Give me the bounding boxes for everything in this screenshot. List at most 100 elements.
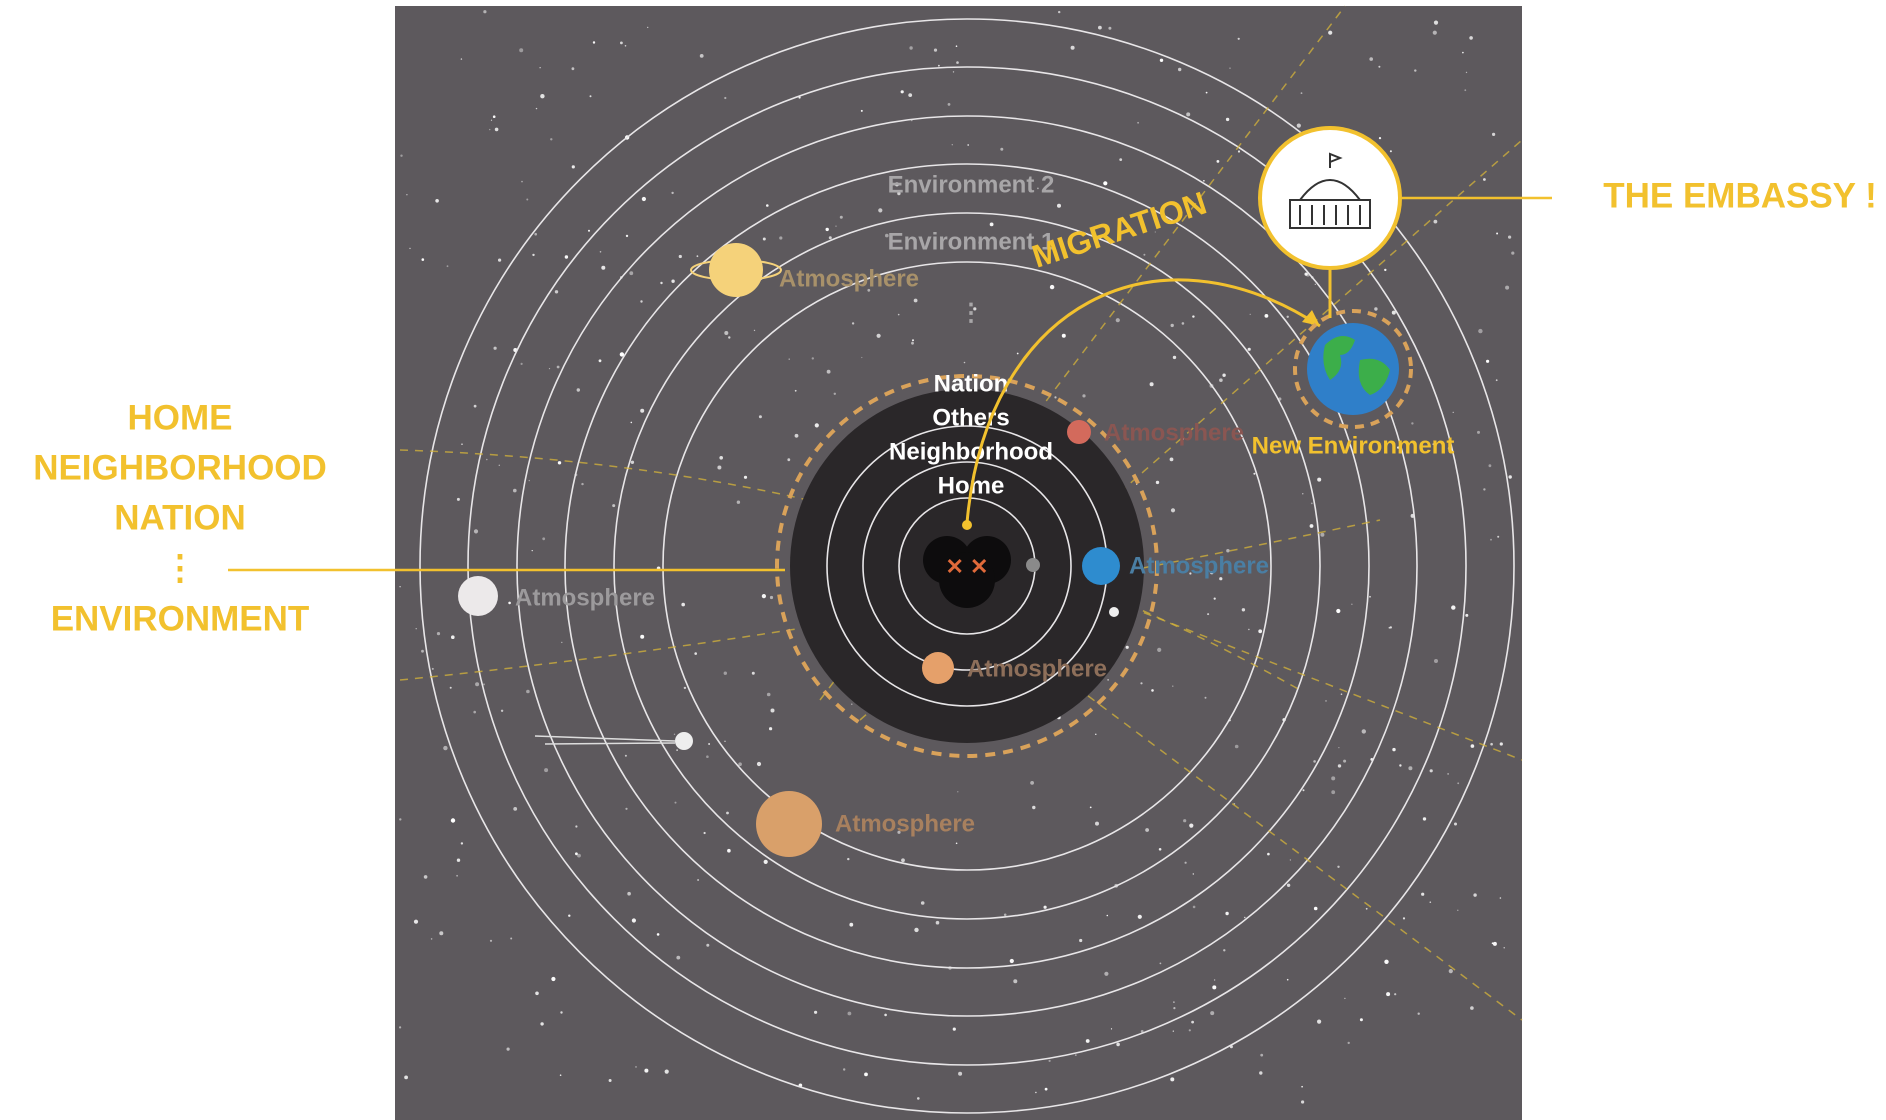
star: [1310, 502, 1313, 505]
star: [909, 46, 913, 50]
comet-tail: [534, 735, 676, 742]
star: [631, 918, 637, 923]
star: [430, 938, 433, 940]
star: [526, 198, 529, 201]
star: [897, 830, 901, 834]
star: [1044, 1087, 1048, 1091]
star: [1286, 883, 1291, 887]
star: [489, 939, 493, 942]
star: [1331, 790, 1336, 795]
star: [473, 710, 477, 714]
trajectory: [1039, 659, 1523, 1021]
star: [1237, 37, 1240, 40]
star: [1452, 411, 1454, 413]
star: [551, 976, 556, 982]
star: [696, 255, 699, 258]
star: [640, 634, 645, 639]
star: [1213, 597, 1216, 600]
star: [1264, 314, 1269, 318]
star: [490, 119, 493, 121]
star: [1216, 160, 1220, 163]
star: [1347, 1041, 1350, 1045]
star: [762, 237, 766, 241]
star: [1181, 322, 1185, 325]
star: [1159, 58, 1164, 62]
star: [1170, 323, 1174, 328]
star: [1499, 742, 1503, 746]
star: [449, 686, 452, 689]
orbit: [467, 66, 1467, 1066]
star: [577, 853, 581, 858]
atmosphere-label: Atmosphere: [779, 265, 919, 292]
star: [839, 215, 843, 219]
star: [826, 369, 831, 374]
star: [656, 933, 660, 936]
star: [1212, 985, 1217, 990]
star: [540, 1022, 544, 1026]
star: [1314, 283, 1316, 285]
star: [1422, 817, 1427, 821]
moon: [1026, 558, 1040, 572]
star: [1432, 443, 1435, 446]
star: [703, 831, 706, 835]
star: [671, 191, 674, 195]
environment-label: ⋮: [959, 299, 983, 326]
star: [724, 740, 726, 742]
star: [1344, 997, 1346, 1000]
star: [439, 931, 444, 936]
person: [939, 552, 995, 608]
dome: [1297, 179, 1363, 201]
star: [542, 537, 546, 541]
star: [1470, 1006, 1474, 1010]
star: [978, 240, 982, 245]
star: [1249, 313, 1251, 315]
star: [498, 258, 502, 262]
star: [1492, 132, 1496, 136]
star: [671, 279, 675, 283]
star: [1054, 396, 1057, 399]
star: [851, 703, 853, 705]
star: [1210, 571, 1214, 575]
star: [1253, 472, 1256, 475]
star: [1035, 1091, 1037, 1094]
star: [1089, 806, 1092, 809]
star: [723, 671, 727, 675]
star: [451, 635, 455, 639]
star: [763, 859, 768, 865]
star: [952, 71, 955, 73]
inner-label: Nation: [934, 370, 1009, 397]
star: [1465, 71, 1468, 74]
star: [683, 686, 687, 690]
star: [766, 204, 769, 207]
star: [1429, 901, 1432, 903]
star: [1402, 917, 1406, 920]
star: [1229, 67, 1231, 69]
star: [1172, 1030, 1174, 1032]
star: [847, 857, 850, 861]
star: [825, 227, 829, 232]
star: [559, 1074, 562, 1076]
star: [1225, 911, 1229, 916]
star: [1259, 1071, 1263, 1075]
star: [1388, 626, 1391, 629]
star: [1173, 1007, 1176, 1010]
star: [399, 1026, 402, 1029]
star: [564, 255, 569, 259]
star: [1286, 315, 1289, 318]
star: [1391, 310, 1396, 315]
star: [1192, 905, 1196, 909]
star: [540, 94, 545, 99]
star: [1495, 379, 1498, 382]
star: [489, 128, 491, 131]
star: [1508, 235, 1512, 239]
star: [694, 652, 697, 655]
star: [1260, 1053, 1264, 1057]
star: [460, 842, 464, 845]
star: [967, 144, 970, 146]
star: [1457, 782, 1460, 785]
star: [1049, 284, 1055, 290]
star: [539, 67, 541, 69]
star: [1074, 1054, 1077, 1056]
star: [548, 368, 551, 370]
